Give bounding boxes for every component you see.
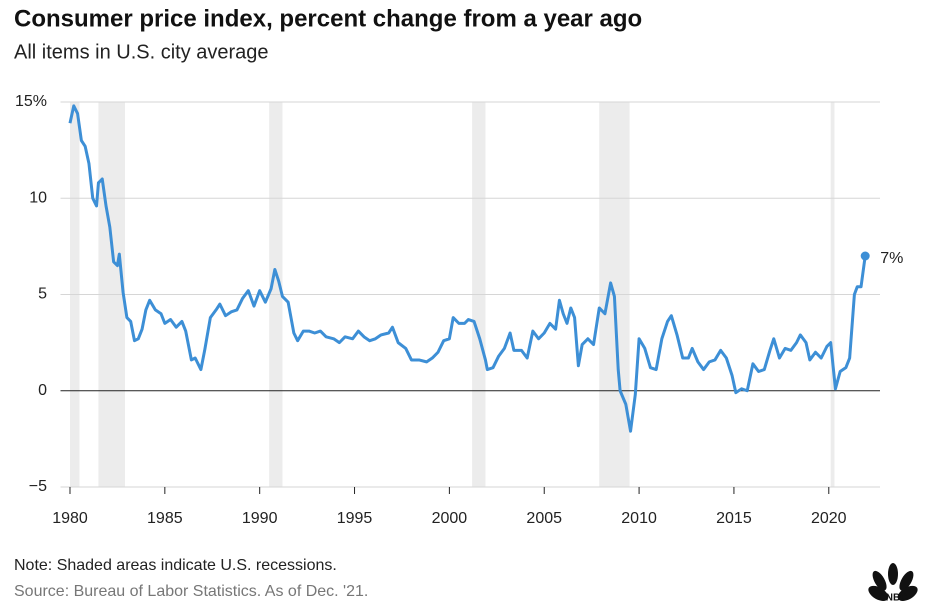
chart-title: Consumer price index, percent change fro…	[14, 5, 642, 32]
y-tick-label: 0	[38, 382, 47, 399]
chart-subtitle: All items in U.S. city average	[14, 41, 269, 63]
x-tick-label: 1985	[147, 510, 183, 527]
y-tick-label: 15%	[15, 93, 47, 110]
x-tick-label: 1995	[337, 510, 373, 527]
end-point	[860, 251, 870, 261]
x-tick-label: 1980	[52, 510, 88, 527]
logo-peacock	[868, 563, 918, 601]
logo: CNBC	[868, 563, 918, 604]
y-tick-label: 5	[38, 286, 47, 303]
note: Note: Shaded areas indicate U.S. recessi…	[14, 557, 337, 574]
x-tick-label: 2010	[621, 510, 657, 527]
end-label: 7%	[880, 250, 903, 267]
x-tick-label: 2000	[432, 510, 468, 527]
y-tick-label: −5	[29, 478, 47, 495]
source: Source: Bureau of Labor Statistics. As o…	[14, 583, 368, 600]
x-tick-label: 2005	[526, 510, 562, 527]
x-tick-label: 2020	[811, 510, 847, 527]
cpi-line	[68, 104, 867, 433]
x-tick-label: 1990	[242, 510, 278, 527]
y-tick-label: 10	[29, 189, 47, 206]
logo-text: CNBC	[879, 593, 908, 604]
x-tick-label: 2015	[716, 510, 752, 527]
